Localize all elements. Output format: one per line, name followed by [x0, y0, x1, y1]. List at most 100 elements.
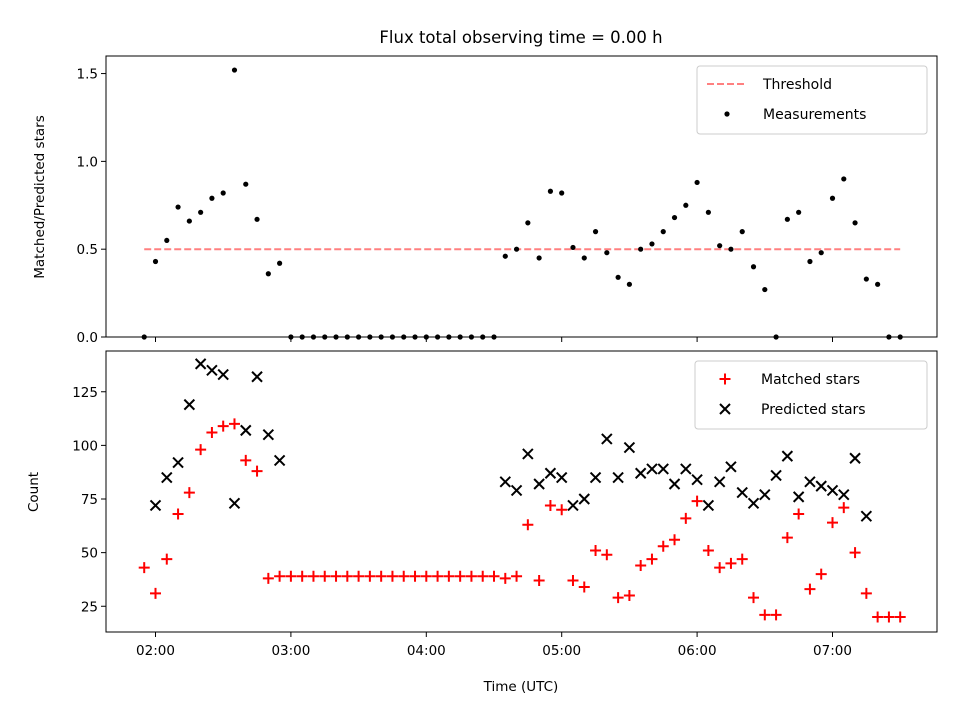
- matched-star-point: [793, 508, 805, 520]
- matched-star-point: [849, 547, 861, 559]
- ratio-y-tick-label: 0.0: [77, 330, 98, 346]
- ratio-legend: Threshold Measurements: [696, 65, 928, 135]
- chart-title: Flux total observing time = 0.00 h: [379, 28, 662, 47]
- predicted-star-point: [759, 489, 771, 501]
- predicted-star-point: [499, 476, 511, 488]
- matched-star-point: [533, 575, 545, 587]
- count-plot-frame: [105, 350, 938, 633]
- matched-star-point: [815, 568, 827, 580]
- legend-entry-label: Threshold: [762, 77, 832, 93]
- measurement-point: [581, 255, 587, 261]
- measurement-point: [389, 334, 396, 340]
- ratio-panel: 0.0 0.5 1.0 1.5 Threshold Measurements: [77, 55, 938, 346]
- measurement-point: [626, 281, 633, 287]
- measurement-point: [277, 260, 283, 266]
- matched-star-point: [183, 487, 195, 499]
- count-panel: 25 50 75 100 125 02:00 03:00 04:00 05:00 06:00 07:…: [72, 350, 938, 659]
- matched-star-point: [217, 420, 229, 432]
- matched-star-point: [804, 583, 816, 595]
- predicted-star-point: [251, 371, 263, 383]
- matched-star-point: [307, 570, 319, 582]
- matched-star-point: [702, 544, 714, 556]
- predicted-star-point: [194, 358, 207, 370]
- matched-star-point: [285, 570, 297, 582]
- matched-star-point: [657, 540, 669, 552]
- measurement-point: [412, 334, 418, 340]
- measurement-point: [152, 258, 159, 265]
- predicted-star-point: [612, 471, 624, 484]
- count-y-tick-label: 100: [72, 438, 98, 454]
- matched-star-point: [274, 570, 286, 582]
- measurement-point: [671, 214, 678, 221]
- predicted-star-point: [555, 471, 568, 484]
- ratio-y-tick-label: 1.5: [77, 67, 98, 83]
- measurement-point: [694, 179, 700, 186]
- predicted-star-point: [691, 473, 703, 486]
- matched-star-point: [883, 611, 895, 623]
- matched-star-point: [443, 570, 455, 582]
- measurement-point: [175, 204, 181, 210]
- measurement-point: [818, 250, 824, 256]
- measurement-point: [796, 209, 802, 215]
- measurement-point: [762, 286, 768, 293]
- x-axis-label: Time (UTC): [483, 679, 559, 695]
- predicted-star-point: [161, 471, 173, 484]
- matched-star-point: [262, 572, 274, 584]
- predicted-star-point: [634, 467, 647, 479]
- predicted-star-point: [544, 467, 557, 479]
- x-tick-label: 03:00: [271, 643, 310, 659]
- x-tick-label: 04:00: [407, 643, 446, 659]
- matched-star-point: [240, 454, 252, 466]
- matched-star-point: [386, 570, 398, 582]
- predicted-star-point: [623, 441, 636, 454]
- measurement-point: [480, 334, 486, 340]
- matched-star-point: [228, 418, 240, 430]
- predicted-star-point: [273, 454, 286, 467]
- measurement-point: [401, 334, 407, 340]
- matched-star-point: [612, 592, 624, 604]
- matched-star-point: [465, 570, 477, 582]
- matched-star-point: [296, 570, 308, 582]
- predicted-star-point: [804, 476, 816, 488]
- measurement-point: [513, 246, 520, 252]
- measurement-point: [649, 241, 655, 247]
- predicted-star-point: [601, 433, 613, 445]
- matched-star-point: [499, 572, 511, 584]
- count-legend: Matched stars Predicted stars: [694, 360, 928, 430]
- predicted-star-point: [781, 450, 794, 462]
- measurement-point: [446, 334, 452, 340]
- measurement-point: [322, 334, 328, 340]
- measurement-point: [198, 209, 204, 215]
- matched-star-point: [511, 570, 523, 582]
- measurement-point: [434, 334, 441, 340]
- measurement-point: [829, 195, 836, 201]
- measurement-point: [592, 229, 599, 235]
- measurement-point: [604, 250, 610, 256]
- predicted-star-point: [589, 471, 602, 484]
- measurement-point: [299, 334, 305, 340]
- matched-star-point: [161, 553, 173, 565]
- measurement-point: [164, 237, 170, 244]
- matched-star-point: [398, 570, 410, 582]
- measurement-point: [750, 264, 757, 270]
- matched-star-point: [544, 499, 556, 511]
- measurement-point: [536, 255, 542, 261]
- measurement-point: [875, 281, 881, 287]
- matched-star-point: [556, 504, 568, 516]
- matched-star-point: [353, 570, 365, 582]
- matched-star-point: [748, 592, 760, 604]
- predicted-star-point: [240, 424, 252, 437]
- ratio-y-tick-label: 0.5: [77, 242, 98, 258]
- predicted-star-point: [522, 448, 534, 460]
- matched-star-point: [827, 517, 838, 529]
- measurement-point: [367, 334, 373, 340]
- measurement-point: [378, 334, 384, 340]
- predicted-star-point: [149, 499, 162, 512]
- predicted-star-point: [860, 510, 873, 522]
- measurement-point: [141, 334, 147, 340]
- predicted-star-point: [228, 497, 241, 510]
- predicted-star-point: [838, 489, 850, 501]
- predicted-star-point: [668, 478, 681, 490]
- measurement-point: [525, 220, 531, 226]
